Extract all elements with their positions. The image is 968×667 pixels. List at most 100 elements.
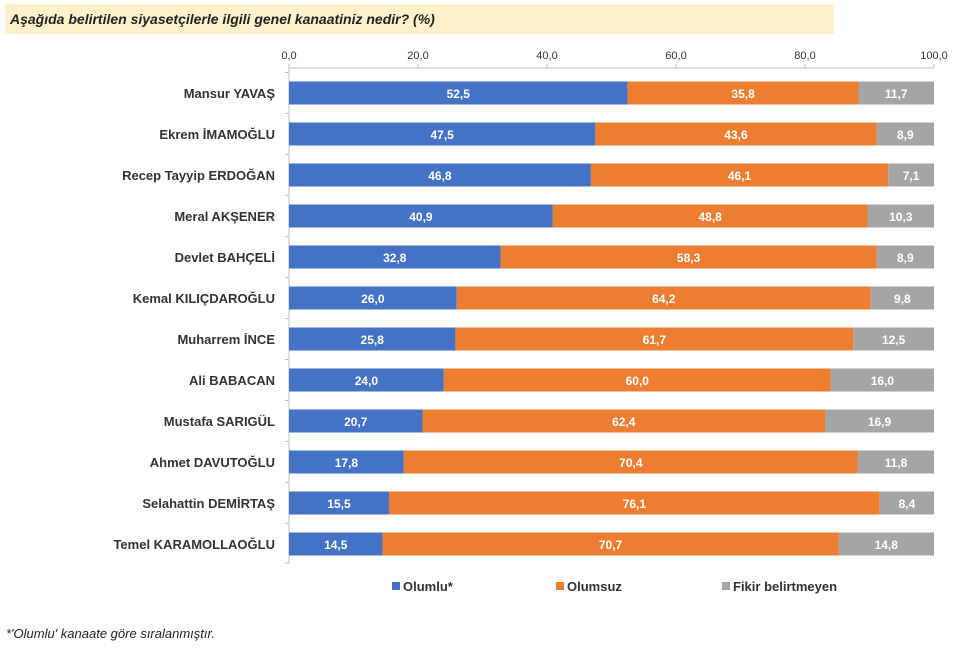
bar-segment-olumsuz <box>552 204 868 228</box>
bar-segment-olumlu <box>289 122 596 146</box>
category-label: Selahattin DEMİRTAŞ <box>142 496 275 511</box>
data-label: 48,8 <box>699 210 723 224</box>
x-tick-label: 80,0 <box>794 50 815 62</box>
data-label: 70,7 <box>599 538 623 552</box>
data-label: 11,7 <box>885 87 908 101</box>
bar-segment-olumsuz <box>388 491 880 515</box>
bar-segment-fikir-belirtmeyen <box>830 368 934 392</box>
data-label: 40,9 <box>409 210 433 224</box>
data-label: 58,3 <box>677 251 701 265</box>
category-label: Ali BABACAN <box>189 373 275 388</box>
category-label: Recep Tayyip ERDOĞAN <box>122 168 275 183</box>
data-label: 10,3 <box>889 210 913 224</box>
data-label: 8,9 <box>897 128 914 142</box>
x-tick-label: 60,0 <box>665 50 686 62</box>
data-label: 35,8 <box>731 87 755 101</box>
bar-segment-fikir-belirtmeyen <box>867 204 934 228</box>
data-label: 60,0 <box>626 374 650 388</box>
bar-segment-olumlu <box>289 245 501 269</box>
bar-segment-olumsuz <box>456 286 871 310</box>
legend-swatch <box>556 582 564 590</box>
bar-segment-olumsuz <box>422 409 825 433</box>
category-label: Devlet BAHÇELİ <box>175 250 275 265</box>
bar-segment-olumlu <box>289 327 456 351</box>
bar-segment-fikir-belirtmeyen <box>876 122 934 146</box>
data-label: 32,8 <box>383 251 407 265</box>
bar-segment-olumlu <box>289 286 457 310</box>
bar-segment-fikir-belirtmeyen <box>858 81 934 105</box>
bar-segment-olumsuz <box>590 163 889 187</box>
bar-segment-olumlu <box>289 450 404 474</box>
bar-segment-fikir-belirtmeyen <box>888 163 934 187</box>
data-label: 14,5 <box>324 538 348 552</box>
category-label: Muharrem İNCE <box>177 332 275 347</box>
chart-title: Aşağıda belirtilen siyasetçilerle ilgili… <box>10 11 435 27</box>
category-label: Mansur YAVAŞ <box>184 86 276 101</box>
bar-segment-olumlu <box>289 491 389 515</box>
category-label: Kemal KILIÇDAROĞLU <box>133 291 275 306</box>
data-label: 46,1 <box>728 169 752 183</box>
bar-segment-olumsuz <box>455 327 854 351</box>
bar-segment-fikir-belirtmeyen <box>824 409 934 433</box>
category-label: Ahmet DAVUTOĞLU <box>150 455 275 470</box>
data-label: 16,0 <box>871 374 895 388</box>
footnote: *'Olumlu' kanaate göre sıralanmıştır. <box>6 626 215 641</box>
category-label: Temel KARAMOLLAOĞLU <box>113 537 275 552</box>
data-label: 8,4 <box>899 497 916 511</box>
bar-segment-olumlu <box>289 532 383 556</box>
bar-segment-olumsuz <box>382 532 839 556</box>
data-label: 76,1 <box>623 497 647 511</box>
data-label: 11,8 <box>885 456 908 470</box>
data-label: 16,9 <box>868 415 892 429</box>
data-label: 15,5 <box>327 497 351 511</box>
data-label: 17,8 <box>335 456 359 470</box>
bar-segment-olumlu <box>289 368 444 392</box>
data-label: 9,8 <box>894 292 911 306</box>
bar-segment-fikir-belirtmeyen <box>838 532 934 556</box>
data-label: 7,1 <box>903 169 920 183</box>
bar-segment-fikir-belirtmeyen <box>857 450 934 474</box>
bar-segment-fikir-belirtmeyen <box>879 491 934 515</box>
legend-label: Olumsuz <box>567 579 622 594</box>
data-label: 20,7 <box>344 415 368 429</box>
legend-swatch <box>392 582 400 590</box>
data-label: 61,7 <box>643 333 667 347</box>
bar-segment-fikir-belirtmeyen <box>870 286 934 310</box>
bar-segment-fikir-belirtmeyen <box>853 327 934 351</box>
category-label: Meral AKŞENER <box>174 209 275 224</box>
x-tick-label: 100,0 <box>920 50 948 62</box>
bar-segment-olumsuz <box>443 368 831 392</box>
data-label: 47,5 <box>431 128 455 142</box>
chart-title-box: Aşağıda belirtilen siyasetçilerle ilgili… <box>5 4 834 34</box>
bar-segment-olumsuz <box>500 245 877 269</box>
bar-segment-olumlu <box>289 163 591 187</box>
legend-label: Fikir belirtmeyen <box>733 579 837 594</box>
data-label: 70,4 <box>619 456 643 470</box>
bar-segment-olumsuz <box>627 81 859 105</box>
data-label: 43,6 <box>724 128 748 142</box>
category-label: Mustafa SARIGÜL <box>164 414 275 429</box>
x-tick-label: 20,0 <box>407 50 428 62</box>
bar-segment-olumsuz <box>595 122 877 146</box>
bar-segment-olumlu <box>289 409 423 433</box>
bar-segment-olumlu <box>289 81 628 105</box>
legend-label: Olumlu* <box>403 579 454 594</box>
data-label: 14,8 <box>875 538 899 552</box>
bar-segment-olumlu <box>289 204 553 228</box>
data-label: 8,9 <box>897 251 914 265</box>
x-tick-label: 40,0 <box>536 50 557 62</box>
data-label: 46,8 <box>428 169 452 183</box>
data-label: 24,0 <box>355 374 379 388</box>
category-label: Ekrem İMAMOĞLU <box>159 127 275 142</box>
data-label: 12,5 <box>882 333 906 347</box>
bar-segment-fikir-belirtmeyen <box>876 245 934 269</box>
data-label: 26,0 <box>361 292 385 306</box>
legend-swatch <box>722 582 730 590</box>
bar-segment-olumsuz <box>403 450 858 474</box>
data-label: 62,4 <box>612 415 636 429</box>
data-label: 52,5 <box>447 87 471 101</box>
x-tick-label: 0,0 <box>281 50 296 62</box>
data-label: 25,8 <box>361 333 385 347</box>
data-label: 64,2 <box>652 292 676 306</box>
